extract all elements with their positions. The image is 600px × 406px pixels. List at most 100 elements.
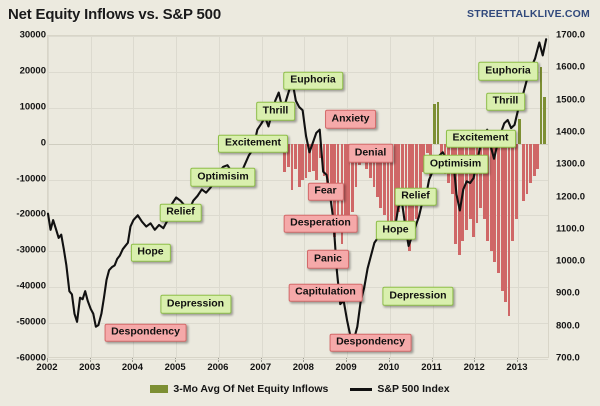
y-axis-right-tick-label: 1600.0 (556, 61, 586, 73)
y-axis-right-tick-label: 1000.0 (556, 255, 586, 267)
y-axis-left-tick-label: 0 (40, 137, 46, 149)
x-axis-tick (303, 358, 305, 362)
bar-positive (518, 118, 522, 144)
plot-area: Despondency Hope Depression Relief Optimisim… (46, 35, 549, 360)
x-axis-tick (132, 358, 134, 362)
legend-item-line: S&P 500 Index (350, 383, 450, 395)
y-axis-left-tick-label: -60000 (16, 352, 46, 364)
gridline-vertical (90, 36, 92, 357)
bar-negative (472, 143, 475, 237)
gridline-vertical (133, 36, 135, 357)
bar-negative (475, 143, 479, 223)
bar-negative (496, 143, 500, 273)
x-axis-tick (516, 358, 518, 362)
x-axis-tick (89, 358, 91, 362)
bar-negative (287, 143, 290, 167)
annotation-label: Relief (159, 203, 202, 222)
bar-positive (539, 66, 543, 144)
y-axis-right-tick-label: 1200.0 (556, 191, 586, 202)
page-title: Net Equity Inflows vs. S&P 500 (8, 6, 221, 23)
x-axis-tick-label: 2011 (421, 362, 442, 373)
annotation-label: Despondency (104, 323, 187, 343)
bar-negative (283, 143, 287, 173)
annotation-label: Panic (306, 249, 350, 269)
bar-negative (418, 143, 422, 205)
y-axis-left-tick-label: 20000 (19, 65, 46, 77)
chart-legend: 3-Mo Avg Of Net Equity Inflows S&P 500 I… (0, 383, 600, 395)
y-axis-left-tick-label: -20000 (16, 208, 46, 220)
bar-negative (500, 143, 504, 291)
y-axis-right-tick-label: 1500.0 (556, 94, 586, 106)
annotation-label: Desperation (283, 214, 358, 234)
bar-negative (504, 143, 507, 302)
bar-negative (372, 143, 376, 187)
bar-negative (400, 143, 404, 194)
annotation-label: Capitulation (288, 283, 363, 303)
bar-negative (301, 143, 305, 180)
y-axis-right-tick-label: 1300.0 (556, 158, 586, 170)
legend-item-bars: 3-Mo Avg Of Net Equity Inflows (150, 383, 328, 395)
bar-negative (383, 143, 387, 216)
annotation-label: Thrill (485, 92, 526, 112)
bar-negative (351, 143, 354, 212)
bar-negative (514, 143, 518, 220)
bar-positive (436, 102, 440, 144)
bar-negative (425, 143, 429, 153)
x-axis-tick-label: 2010 (378, 362, 400, 373)
x-axis-tick (217, 358, 219, 362)
bar-negative (322, 143, 326, 176)
bar-negative (532, 143, 536, 176)
x-axis-tick-label: 2012 (463, 362, 485, 373)
gridline-vertical (304, 36, 306, 357)
x-axis-tick (431, 358, 433, 362)
bar-negative (290, 143, 294, 191)
bar-negative (404, 143, 408, 227)
annotation-label: Hope (130, 243, 171, 262)
bar-negative (522, 143, 525, 202)
gridline-horizontal (48, 359, 548, 360)
bar-negative (440, 143, 443, 155)
y-axis-left-tick-label: 30000 (19, 29, 46, 41)
bar-negative (354, 143, 358, 187)
y-axis-left-tick-label: 10000 (19, 101, 46, 113)
bar-negative (343, 143, 347, 223)
x-axis-tick (474, 358, 476, 362)
gridline-vertical (176, 36, 178, 357)
annotation-label: Despondency (329, 333, 412, 352)
y-axis-right-tick-label: 1400.0 (556, 126, 586, 138)
annotation-label: Anxiety (324, 110, 377, 129)
annotation-label: Euphoria (478, 62, 538, 81)
gridline-vertical (218, 36, 220, 357)
bar-negative (297, 143, 301, 187)
bar-negative (379, 143, 383, 209)
bar-negative (507, 143, 511, 316)
y-axis-right-tick-label: 900.0 (556, 287, 580, 299)
y-axis-left-tick-label: -30000 (16, 244, 46, 256)
annotation-label: Fear (307, 182, 344, 201)
line-swatch-icon (350, 387, 373, 391)
bar-negative (326, 143, 329, 184)
annotation-label: Depression (159, 294, 232, 314)
bar-negative (486, 143, 490, 241)
bar-negative (528, 143, 532, 184)
annotation-label: Optimisim (422, 155, 489, 174)
bar-negative (511, 143, 515, 241)
x-axis-tick-label: 2002 (36, 362, 58, 373)
x-axis-tick (175, 358, 177, 362)
bar-negative (493, 143, 497, 263)
bar-negative (329, 143, 333, 193)
bar-negative (347, 143, 351, 220)
y-axis-left-tick-label: -40000 (16, 280, 46, 292)
gridline-horizontal (48, 251, 548, 253)
legend-label-bars: 3-Mo Avg Of Net Equity Inflows (173, 383, 329, 395)
annotation-label: Relief (394, 187, 437, 206)
y-axis-left-tick-label: -10000 (16, 173, 46, 185)
bar-negative (311, 143, 315, 171)
bar-negative (390, 143, 393, 230)
annotation-label: Thrill (255, 102, 296, 121)
x-axis-tick-label: 2007 (250, 362, 272, 373)
y-axis-right-tick-label: 1700.0 (556, 29, 586, 41)
annotation-label: Excitement (445, 129, 516, 148)
bar-positive (432, 104, 436, 144)
bar-negative (293, 143, 297, 169)
